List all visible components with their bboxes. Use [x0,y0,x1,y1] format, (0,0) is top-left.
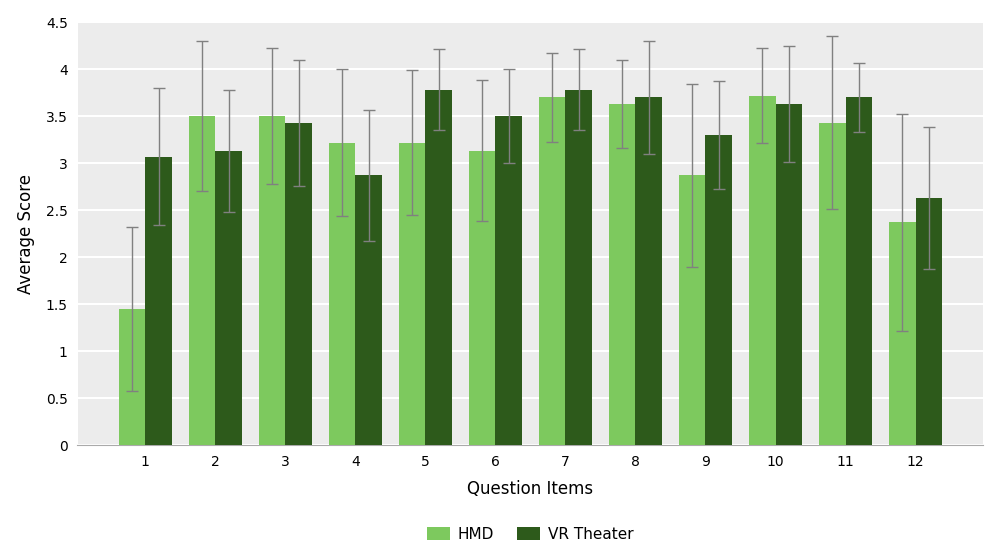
Bar [916,198,942,445]
Bar [259,116,285,445]
Bar [189,116,215,445]
Bar [145,156,172,445]
Bar [846,97,872,445]
Bar [776,104,802,445]
Legend: HMD, VR Theater: HMD, VR Theater [421,521,640,543]
Bar [329,142,355,445]
Bar [355,175,382,445]
Bar [469,151,495,445]
Bar [609,104,635,445]
Bar [749,96,776,445]
X-axis label: Question Items: Question Items [467,480,593,498]
Bar [285,123,312,445]
Bar [679,175,705,445]
Y-axis label: Average Score: Average Score [17,174,35,294]
Bar [565,90,592,445]
Bar [635,97,662,445]
Bar [399,142,425,445]
Bar [889,223,916,445]
Bar [119,309,145,445]
Bar [539,97,565,445]
Bar [215,151,242,445]
Bar [705,135,732,445]
Bar [425,90,452,445]
Bar [495,116,522,445]
Bar [819,123,846,445]
